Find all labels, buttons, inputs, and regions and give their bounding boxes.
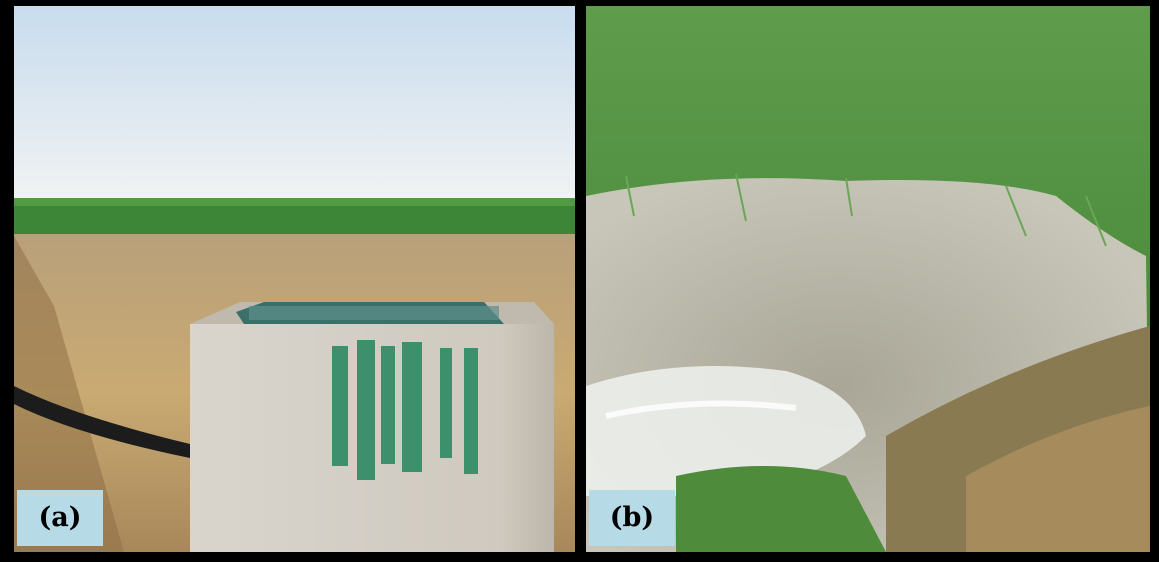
photo-panel-b: (b) [586, 6, 1150, 552]
photo-panel-a: (a) [14, 6, 575, 552]
rice-paddy-inflow-photo [586, 6, 1150, 552]
panel-label-a: (a) [17, 490, 103, 546]
irrigation-box-photo [14, 6, 575, 552]
panel-label-b: (b) [589, 490, 675, 546]
